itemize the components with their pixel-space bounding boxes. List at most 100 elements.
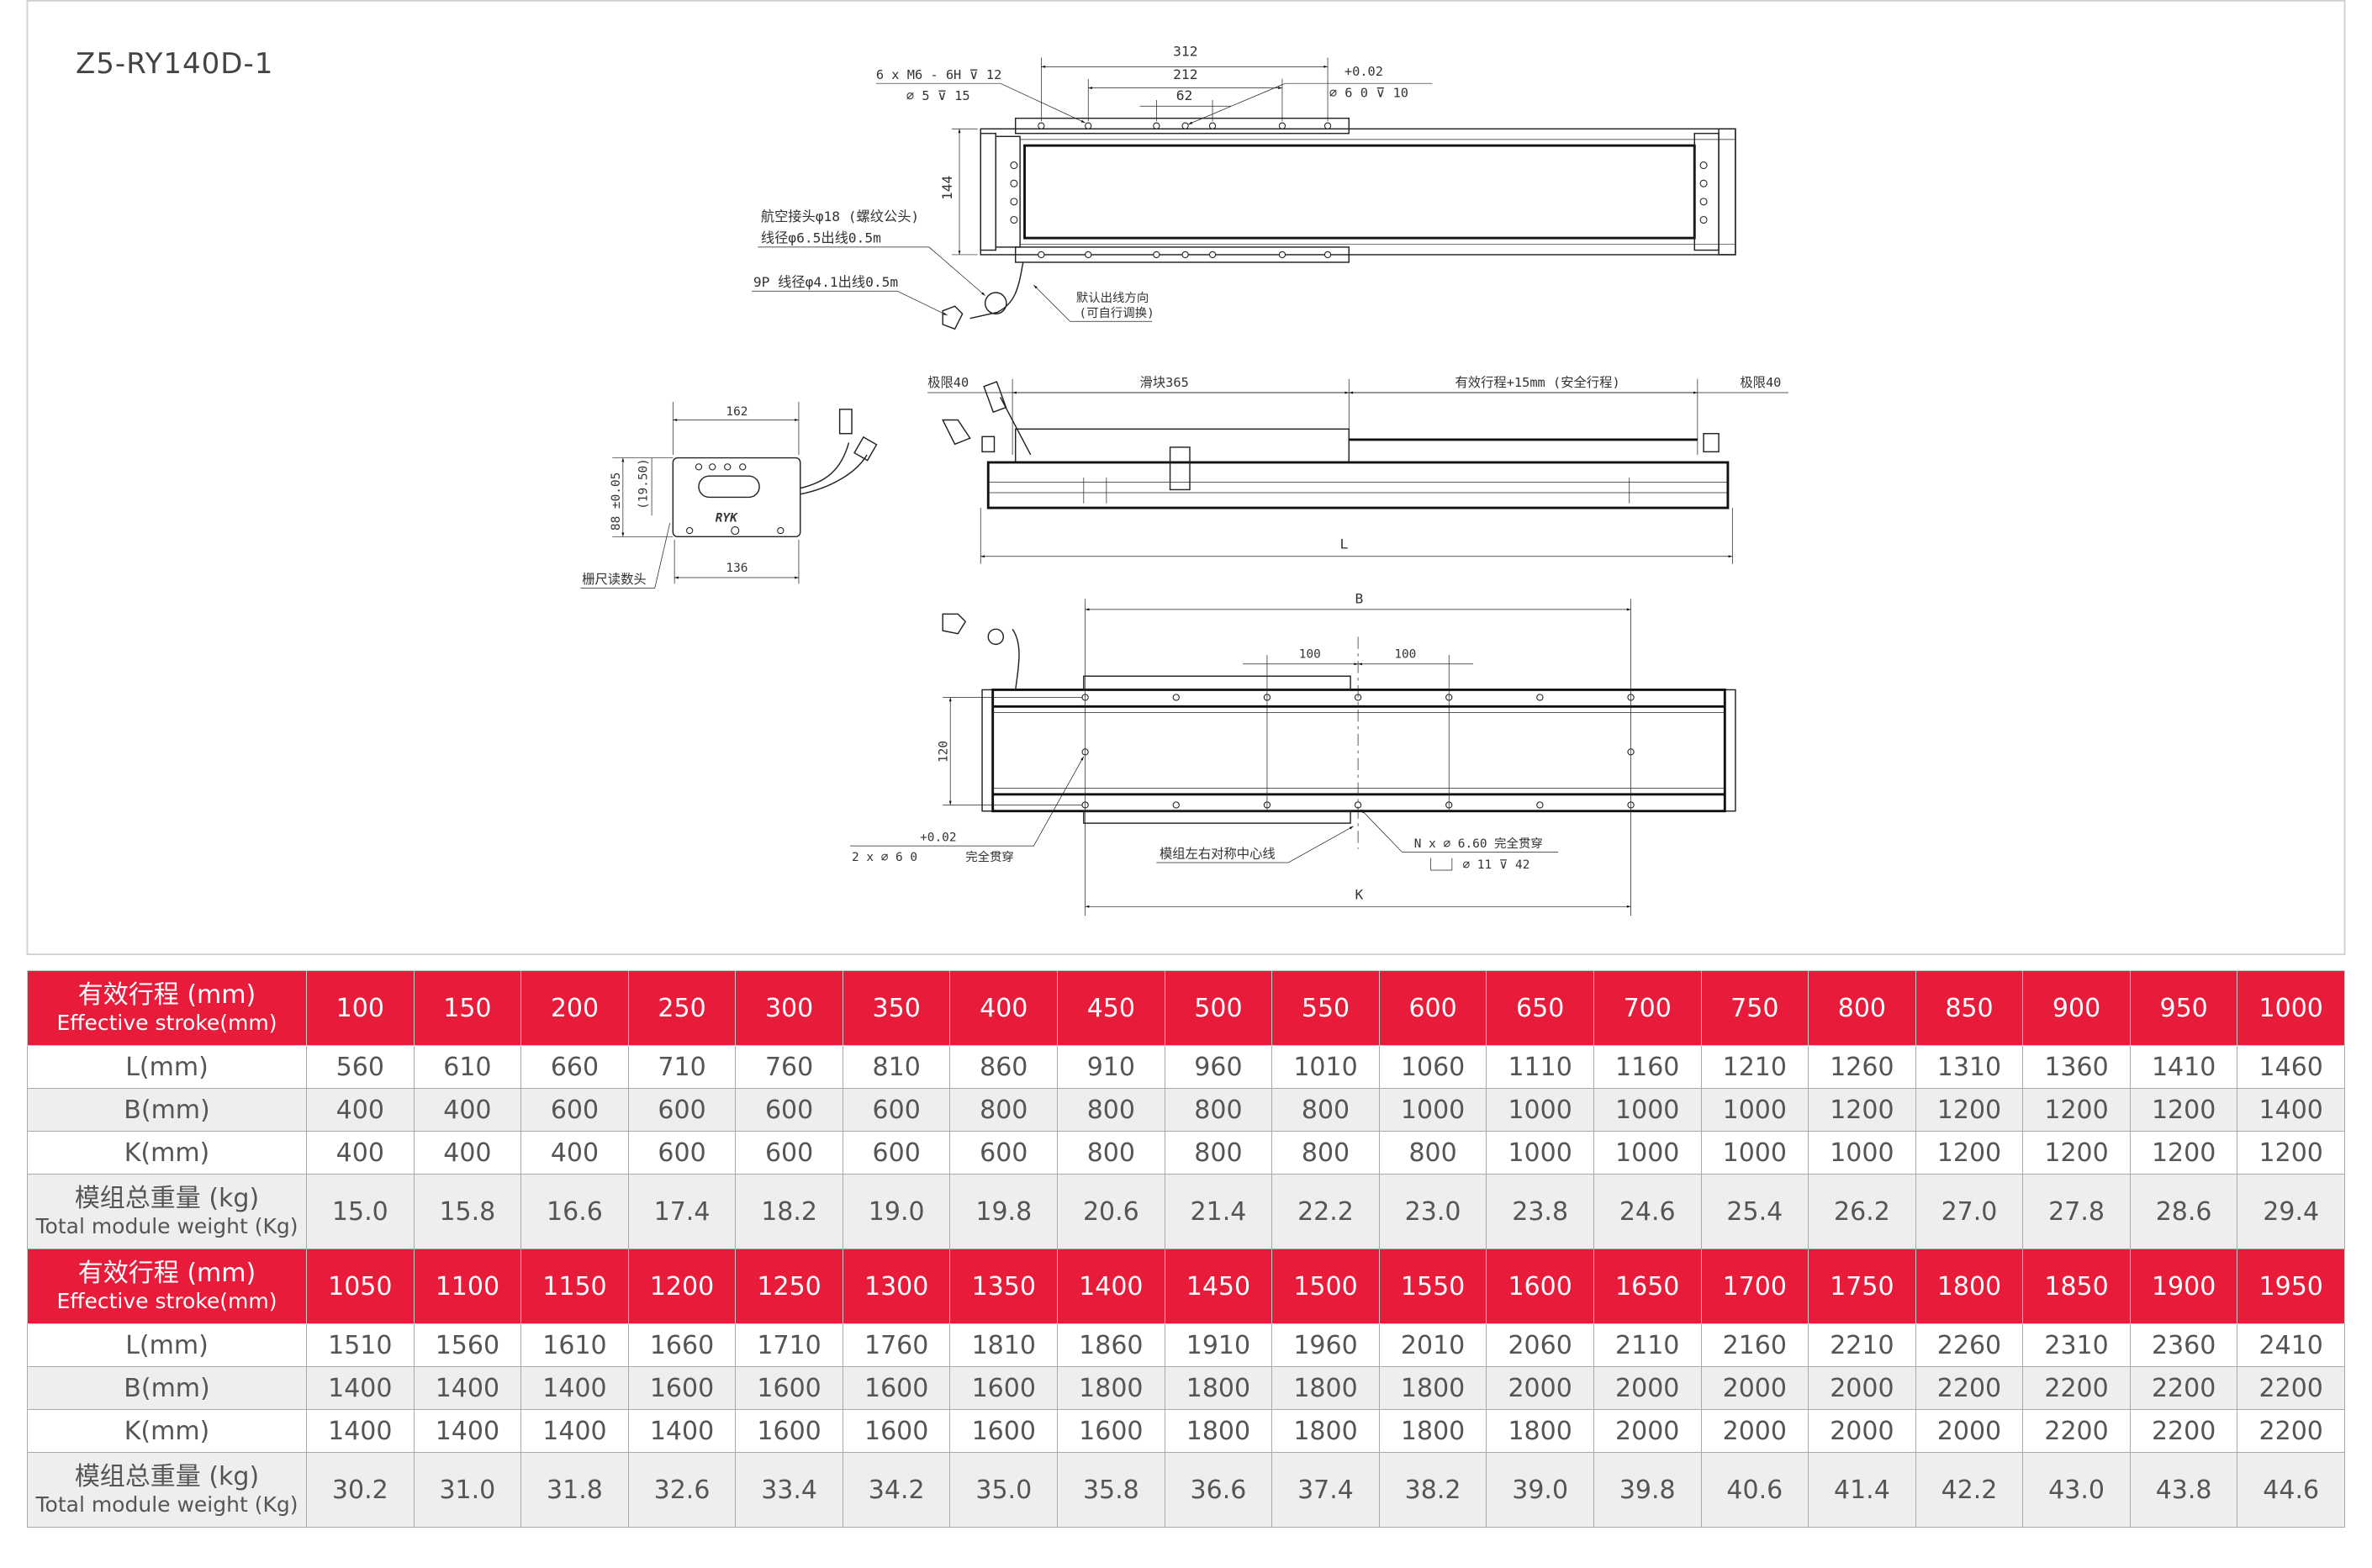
- table-cell: 1850: [2022, 1249, 2131, 1324]
- k-row: K(mm) 1400 1400 1400 1400 1600 1600 1600 1600 180…: [27, 1409, 2345, 1453]
- table-cell: 1950: [2237, 1249, 2345, 1324]
- table-cell: 600: [627, 1131, 737, 1175]
- table-cell: 1660: [627, 1323, 737, 1367]
- table-cell: 1600: [949, 1366, 1059, 1410]
- dim-L: L: [1339, 536, 1348, 552]
- table-cell: 1760: [842, 1323, 951, 1367]
- stroke-label: 有效行程+15mm (安全行程): [1455, 375, 1619, 390]
- table-cell: 1450: [1164, 1249, 1273, 1324]
- table-cell: 1800: [1486, 1409, 1594, 1453]
- table-cell: 1700: [1700, 1249, 1809, 1324]
- dim-K: K: [1355, 886, 1363, 902]
- table-cell: 23.0: [1378, 1174, 1487, 1249]
- dim-162: 162: [726, 405, 748, 419]
- table-cell: 2210: [1808, 1323, 1916, 1367]
- table-cell: 800: [1164, 1088, 1273, 1132]
- table-cell: 38.2: [1378, 1452, 1487, 1528]
- table-cell: 1260: [1808, 1045, 1916, 1089]
- row-label: B(mm): [27, 1366, 307, 1410]
- table-cell: 35.0: [949, 1452, 1059, 1528]
- table-cell: 1910: [1164, 1323, 1273, 1367]
- table-cell: 1560: [413, 1323, 522, 1367]
- table-cell: 1200: [2237, 1131, 2345, 1175]
- row-label-text: K(mm): [124, 1416, 210, 1446]
- table-cell: 400: [949, 970, 1059, 1046]
- direction-note: 默认出线方向: [1076, 291, 1149, 305]
- table-cell: 1400: [627, 1409, 737, 1453]
- table-cell: 1900: [2129, 1249, 2238, 1324]
- dim-88: 88 ±0.05: [610, 473, 623, 531]
- table-cell: 1100: [413, 1249, 522, 1324]
- technical-drawing: 312 212 62 144 6 x M6 - 6H ⊽ 12 ⌀ 5 ⊽ 15…: [26, 0, 2346, 955]
- table-cell: 1200: [2022, 1131, 2131, 1175]
- table-cell: 42.2: [1915, 1452, 2024, 1528]
- pin-through-note: 完全贯穿: [965, 849, 1014, 864]
- table-cell: 600: [735, 1088, 843, 1132]
- table-cell: 150: [413, 970, 522, 1046]
- table-cell: 1800: [1164, 1409, 1273, 1453]
- b-row: B(mm) 400 400 600 600 600 600 800 800 800 800 1000 1…: [27, 1088, 2345, 1132]
- table-cell: 100: [306, 970, 415, 1046]
- dim-136: 136: [726, 562, 748, 575]
- table-cell: 1200: [2129, 1131, 2238, 1175]
- table-cell: 400: [306, 1088, 415, 1132]
- table-cell: 1800: [1164, 1366, 1273, 1410]
- table-cell: 31.0: [413, 1452, 522, 1528]
- table-cell: 1400: [520, 1366, 629, 1410]
- table-cell: 1000: [1700, 1131, 1809, 1175]
- table-cell: 19.0: [842, 1174, 951, 1249]
- pin-note-bottom: 2 x ⌀ 6 0: [852, 851, 917, 864]
- row-label-text: 模组总重量 (kg): [74, 1462, 260, 1491]
- table-cell: 200: [520, 970, 629, 1046]
- front-view: 极限40 滑块365 有效行程+15mm (安全行程) 极限40 L: [927, 375, 1789, 564]
- length-row: L(mm) 1510 1560 1610 1660 1710 1760 1810 1860 191…: [27, 1323, 2345, 1367]
- table-cell: 1460: [2237, 1045, 2345, 1089]
- table-cell: 28.6: [2129, 1174, 2238, 1249]
- table-cell: 22.2: [1271, 1174, 1380, 1249]
- table-cell: 1650: [1593, 1249, 1702, 1324]
- table-cell: 1800: [1378, 1366, 1487, 1410]
- table-cell: 36.6: [1164, 1452, 1273, 1528]
- table-cell: 700: [1593, 970, 1702, 1046]
- table-cell: 1600: [735, 1366, 843, 1410]
- table-cell: 44.6: [2237, 1452, 2345, 1528]
- table-cell: 800: [1057, 1131, 1165, 1175]
- table-cell: 43.0: [2022, 1452, 2131, 1528]
- table-cell: 29.4: [2237, 1174, 2345, 1249]
- table-cell: 950: [2129, 970, 2238, 1046]
- model-title: Z5-RY140D-1: [76, 47, 274, 81]
- table-cell: 2110: [1593, 1323, 1702, 1367]
- table-cell: 41.4: [1808, 1452, 1916, 1528]
- row-label-text: 有效行程 (mm): [77, 980, 256, 1010]
- table-cell: 800: [1808, 970, 1916, 1046]
- table-cell: 32.6: [627, 1452, 737, 1528]
- table-cell: 2000: [1593, 1409, 1702, 1453]
- direction-note-2: (可自行调换): [1079, 306, 1154, 320]
- table-cell: 1200: [1915, 1131, 2024, 1175]
- table-cell: 2000: [1808, 1409, 1916, 1453]
- row-label: K(mm): [27, 1409, 307, 1453]
- reader-note: 栅尺读数头: [582, 572, 647, 587]
- table-cell: 1000: [1593, 1131, 1702, 1175]
- table-cell: 43.8: [2129, 1452, 2238, 1528]
- table-cell: 1360: [2022, 1045, 2131, 1089]
- table-cell: 1710: [735, 1323, 843, 1367]
- table-cell: 1300: [842, 1249, 951, 1324]
- table-cell: 1510: [306, 1323, 415, 1367]
- table-cell: 2360: [2129, 1323, 2238, 1367]
- k-row: K(mm) 400 400 400 600 600 600 600 800 800 800 800 10…: [27, 1131, 2345, 1175]
- dim-19-50: (19.50): [637, 458, 651, 509]
- table-cell: 1400: [306, 1409, 415, 1453]
- table-cell: 600: [735, 1131, 843, 1175]
- wire-note: 线径φ6.5出线0.5m: [761, 230, 881, 246]
- table-cell: 2200: [2022, 1409, 2131, 1453]
- row-label-text: K(mm): [124, 1138, 210, 1168]
- table-cell: 650: [1486, 970, 1594, 1046]
- table-cell: 710: [627, 1045, 737, 1089]
- table-cell: 2000: [1486, 1366, 1594, 1410]
- row-label-english: Total module weight (Kg): [35, 1214, 298, 1238]
- table-cell: 1250: [735, 1249, 843, 1324]
- table-cell: 550: [1271, 970, 1380, 1046]
- table-cell: 2000: [1915, 1409, 2024, 1453]
- table-cell: 18.2: [735, 1174, 843, 1249]
